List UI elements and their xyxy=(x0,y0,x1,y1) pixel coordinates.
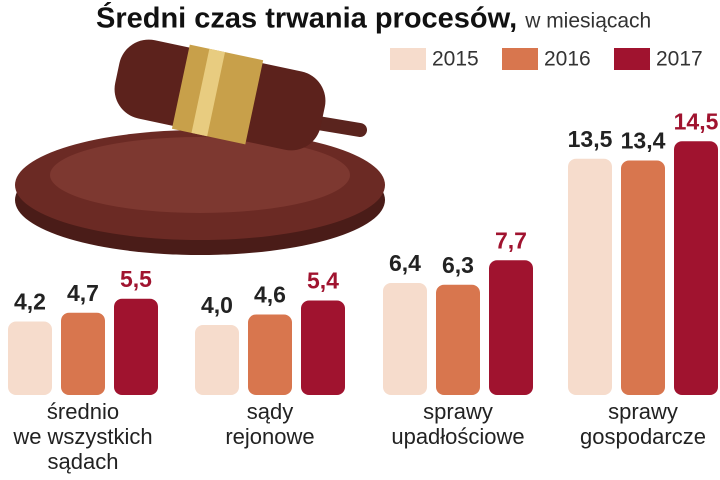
x-tick-label: rejonowe xyxy=(225,424,314,449)
chart-subtitle: w miesiącach xyxy=(524,10,651,33)
legend-label: 2015 xyxy=(432,48,479,71)
x-tick-label: średnio xyxy=(47,399,119,424)
bar xyxy=(489,260,533,395)
bar xyxy=(436,284,480,395)
x-tick-label: sądy xyxy=(247,399,293,424)
legend-swatch xyxy=(614,48,650,70)
value-label: 4,6 xyxy=(254,282,286,308)
chart-title: Średni czas trwania procesów, xyxy=(96,1,517,35)
legend-label: 2017 xyxy=(656,48,703,71)
value-label: 7,7 xyxy=(495,227,527,253)
value-label: 6,4 xyxy=(389,250,421,276)
legend-swatch xyxy=(502,48,538,70)
value-label: 13,4 xyxy=(621,128,666,154)
bar xyxy=(8,321,52,395)
x-tick-label: sądach xyxy=(48,449,119,474)
x-tick-label: sprawy xyxy=(423,399,493,424)
x-tick-label: gospodarcze xyxy=(580,424,706,449)
bar xyxy=(195,325,239,395)
bar xyxy=(301,300,345,395)
bar xyxy=(248,314,292,395)
x-tick-label: upadłościowe xyxy=(391,424,524,449)
legend-swatch xyxy=(390,48,426,70)
value-label: 6,3 xyxy=(442,252,474,278)
value-label: 5,5 xyxy=(120,266,152,292)
bar xyxy=(568,158,612,395)
bar xyxy=(621,160,665,395)
bar xyxy=(61,312,105,395)
legend-label: 2016 xyxy=(544,48,591,71)
value-label: 13,5 xyxy=(568,126,613,152)
gavel-illustration xyxy=(15,39,385,255)
value-label: 4,0 xyxy=(201,292,233,318)
x-tick-label: sprawy xyxy=(608,399,678,424)
bar xyxy=(114,298,158,395)
value-label: 14,5 xyxy=(674,108,719,134)
value-label: 5,4 xyxy=(307,268,339,294)
bar xyxy=(383,283,427,395)
value-label: 4,2 xyxy=(14,289,46,315)
value-label: 4,7 xyxy=(67,280,99,306)
bar xyxy=(674,141,718,395)
x-tick-label: we wszystkich xyxy=(12,424,152,449)
